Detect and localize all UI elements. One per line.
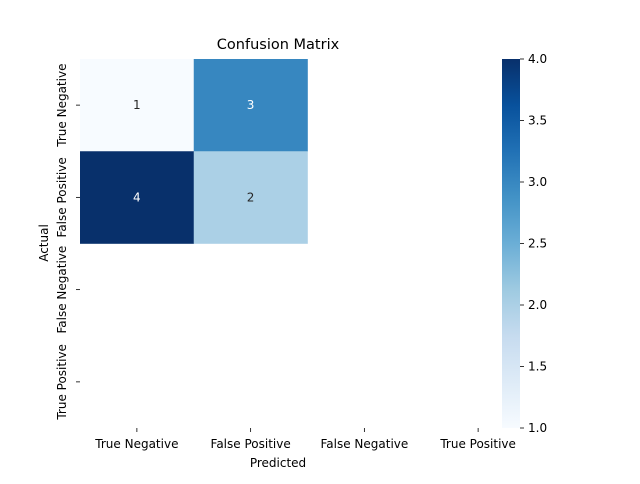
- y-tick-label: True Negative: [55, 64, 69, 148]
- y-tick-label: False Positive: [55, 157, 69, 237]
- x-tick-label: True Positive: [439, 437, 516, 451]
- heatmap-cell-labels: 1 3 4 2: [133, 98, 254, 204]
- x-tick-label: True Negative: [94, 437, 178, 451]
- colorbar-tick-label: 1.0: [528, 421, 547, 435]
- heatmap-cells: [80, 59, 308, 244]
- y-axis-label: Actual: [37, 224, 51, 262]
- heatmap-cell: [80, 151, 195, 244]
- x-tick-label: False Negative: [320, 437, 408, 451]
- heatmap-cell-label: 4: [133, 190, 141, 204]
- heatmap-cell: [193, 59, 308, 152]
- colorbar-tick-label: 2.0: [528, 298, 547, 312]
- colorbar-tick-label: 3.0: [528, 175, 547, 189]
- y-tick-label: False Negative: [55, 246, 69, 334]
- x-tick-label: False Positive: [211, 437, 291, 451]
- heatmap-cell-label: 2: [247, 190, 255, 204]
- colorbar-tick-label: 1.5: [528, 360, 547, 374]
- y-axis: True Negative False Positive False Negativ…: [55, 64, 80, 421]
- colorbar-tick-label: 4.0: [528, 52, 547, 66]
- heatmap-cell: [80, 59, 195, 152]
- colorbar: 1.0 1.5 2.0 2.5 3.0 3.5 4.0: [502, 52, 547, 435]
- y-tick-label: True Positive: [55, 344, 69, 421]
- x-axis-label: Predicted: [250, 456, 306, 470]
- colorbar-tick-label: 2.5: [528, 237, 547, 251]
- colorbar-tick-label: 3.5: [528, 114, 547, 128]
- heatmap-cell-label: 1: [133, 98, 141, 112]
- colorbar-gradient: [502, 59, 520, 428]
- chart-title: Confusion Matrix: [217, 37, 340, 53]
- x-axis: True Negative False Positive False Negativ…: [94, 428, 516, 451]
- heatmap-cell-label: 3: [247, 98, 255, 112]
- heatmap-cell: [193, 151, 308, 244]
